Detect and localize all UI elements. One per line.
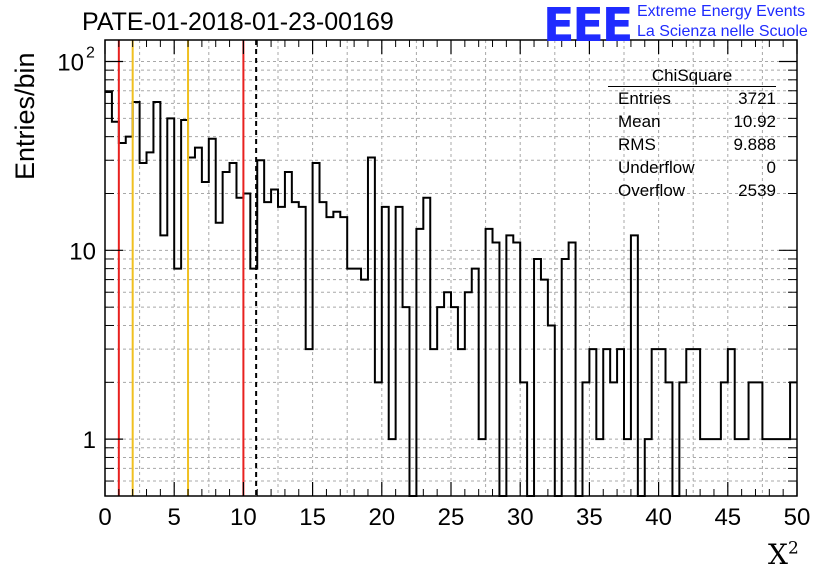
histogram-outline bbox=[105, 90, 797, 497]
stats-value: 9.888 bbox=[733, 135, 776, 154]
x-tick-label: 15 bbox=[299, 504, 326, 531]
x-tick-label: 5 bbox=[168, 504, 181, 531]
y-tick-label: 10 bbox=[57, 50, 84, 77]
stats-value: 0 bbox=[766, 158, 776, 177]
stats-row: RMS 9.888 bbox=[608, 135, 776, 158]
reference-lines bbox=[117, 40, 258, 496]
stats-row: Underflow 0 bbox=[608, 158, 776, 181]
x-axis-label: X2 bbox=[768, 538, 799, 571]
eee-logo-line1: Extreme Energy Events bbox=[637, 3, 806, 20]
x-tick-label: 25 bbox=[438, 504, 465, 531]
plot-title: PATE-01-2018-01-23-00169 bbox=[82, 8, 394, 36]
x-tick-label: 40 bbox=[645, 504, 672, 531]
histogram-series bbox=[105, 90, 797, 497]
stats-label: RMS bbox=[618, 135, 656, 154]
stats-label: Overflow bbox=[618, 181, 686, 200]
stats-label: Mean bbox=[618, 112, 661, 131]
stats-value: 3721 bbox=[738, 89, 776, 108]
y-tick-exponent: 2 bbox=[86, 45, 95, 62]
x-tick-label: 45 bbox=[714, 504, 741, 531]
y-axis-label: Entries/bin bbox=[10, 52, 40, 180]
x-tick-label: 30 bbox=[507, 504, 534, 531]
x-tick-label: 0 bbox=[98, 504, 111, 531]
x-tick-label: 20 bbox=[368, 504, 395, 531]
stats-label: Entries bbox=[618, 89, 671, 108]
y-tick-label: 10 bbox=[69, 238, 96, 265]
stats-value: 2539 bbox=[738, 181, 776, 200]
stats-box: ChiSquare Entries 3721 Mean 10.92 RMS 9.888 Un… bbox=[608, 66, 776, 204]
stats-value: 10.92 bbox=[733, 112, 776, 131]
x-tick-label: 50 bbox=[784, 504, 811, 531]
stats-box-title: ChiSquare bbox=[608, 66, 776, 87]
stats-row: Overflow 2539 bbox=[608, 181, 776, 204]
x-tick-label: 35 bbox=[576, 504, 603, 531]
eee-logo-line2: La Scienza nelle Scuole bbox=[637, 23, 808, 40]
stats-row: Mean 10.92 bbox=[608, 112, 776, 135]
stats-label: Underflow bbox=[618, 158, 695, 177]
y-tick-label: 1 bbox=[83, 427, 96, 454]
stats-row: Entries 3721 bbox=[608, 89, 776, 112]
eee-logo: EEE bbox=[543, 0, 633, 52]
x-tick-label: 10 bbox=[230, 504, 257, 531]
